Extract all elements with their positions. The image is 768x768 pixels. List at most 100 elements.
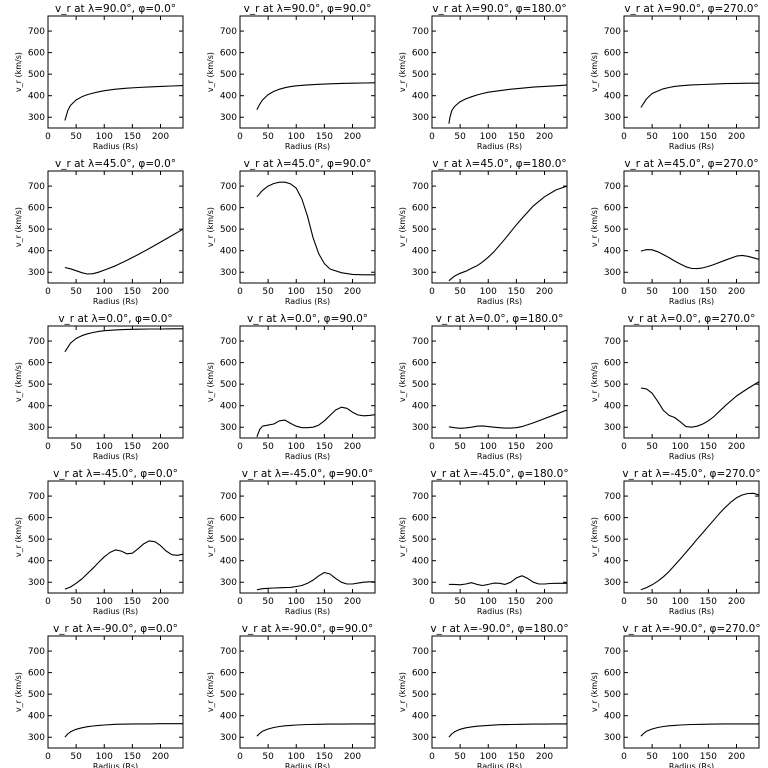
x-tick-label: 150 xyxy=(124,287,141,297)
x-axis-label: Radius (Rs) xyxy=(285,142,330,151)
y-tick-label: 600 xyxy=(604,359,621,369)
y-axis-label: v_r (km/s) xyxy=(398,672,407,712)
x-tick-label: 150 xyxy=(508,132,525,142)
y-tick-label: 600 xyxy=(220,359,237,369)
y-axis-label: v_r (km/s) xyxy=(590,672,599,712)
x-tick-label: 0 xyxy=(429,287,435,297)
x-tick-label: 50 xyxy=(646,752,658,762)
x-axis-label: Radius (Rs) xyxy=(477,762,522,768)
x-tick-label: 200 xyxy=(152,287,169,297)
x-tick-label: 200 xyxy=(344,597,361,607)
plot-frame xyxy=(239,15,376,129)
x-tick-label: 100 xyxy=(480,132,497,142)
y-axis-label: v_r (km/s) xyxy=(398,207,407,247)
y-tick-label: 300 xyxy=(220,268,237,278)
x-tick-label: 100 xyxy=(288,442,305,452)
x-tick-label: 50 xyxy=(70,597,82,607)
y-tick-label: 500 xyxy=(604,380,621,390)
x-tick-label: 200 xyxy=(152,597,169,607)
x-tick-label: 100 xyxy=(480,442,497,452)
y-tick-label: 400 xyxy=(604,247,621,257)
x-axis-label: Radius (Rs) xyxy=(477,142,522,151)
y-tick-label: 600 xyxy=(220,49,237,59)
y-tick-label: 400 xyxy=(28,92,45,102)
x-tick-label: 200 xyxy=(728,597,745,607)
y-axis-label: v_r (km/s) xyxy=(14,207,23,247)
x-tick-label: 0 xyxy=(621,597,627,607)
series-line xyxy=(640,381,760,428)
x-tick-label: 100 xyxy=(480,287,497,297)
y-tick-label: 300 xyxy=(220,733,237,743)
x-tick-label: 0 xyxy=(237,132,243,142)
subplot-title: v_r at λ=0.0°, φ=90.0° xyxy=(247,313,368,325)
y-tick-label: 500 xyxy=(220,70,237,80)
y-tick-label: 500 xyxy=(28,690,45,700)
x-tick-label: 100 xyxy=(288,132,305,142)
y-tick-label: 500 xyxy=(220,535,237,545)
y-tick-label: 600 xyxy=(28,359,45,369)
plot-frame xyxy=(623,635,760,749)
y-tick-label: 300 xyxy=(412,113,429,123)
y-axis-label: v_r (km/s) xyxy=(398,52,407,92)
plot-frame xyxy=(47,480,184,594)
plot-frame xyxy=(239,635,376,749)
series-line xyxy=(640,723,759,737)
x-axis-label: Radius (Rs) xyxy=(285,297,330,306)
y-tick-label: 600 xyxy=(412,49,429,59)
x-tick-label: 0 xyxy=(429,132,435,142)
y-axis-label: v_r (km/s) xyxy=(206,517,215,557)
x-tick-label: 0 xyxy=(45,752,51,762)
plot-frame xyxy=(239,480,376,594)
y-tick-label: 600 xyxy=(412,669,429,679)
subplot-title: v_r at λ=0.0°, φ=180.0° xyxy=(436,313,564,325)
y-tick-label: 400 xyxy=(220,92,237,102)
y-tick-label: 600 xyxy=(220,204,237,214)
series-line xyxy=(64,328,183,353)
y-axis-label: v_r (km/s) xyxy=(206,52,215,92)
x-tick-label: 0 xyxy=(621,287,627,297)
subplot-6: v_r at λ=45.0°, φ=90.0° 0 50 100 150 200 300 40… xyxy=(206,158,376,306)
y-tick-label: 500 xyxy=(604,225,621,235)
plot-frame xyxy=(47,170,184,284)
series-line xyxy=(64,228,184,275)
x-tick-label: 100 xyxy=(288,597,305,607)
subplot-title: v_r at λ=45.0°, φ=90.0° xyxy=(244,158,372,170)
y-tick-label: 300 xyxy=(412,578,429,588)
y-tick-label: 400 xyxy=(220,247,237,257)
y-tick-label: 700 xyxy=(220,182,237,192)
y-tick-label: 700 xyxy=(412,647,429,657)
y-tick-label: 400 xyxy=(412,712,429,722)
plot-frame xyxy=(431,15,568,129)
y-tick-label: 300 xyxy=(28,733,45,743)
y-tick-label: 500 xyxy=(412,380,429,390)
x-tick-label: 50 xyxy=(70,132,82,142)
x-tick-label: 50 xyxy=(454,287,466,297)
y-tick-label: 500 xyxy=(28,535,45,545)
plot-frame xyxy=(431,325,568,439)
y-tick-label: 300 xyxy=(28,578,45,588)
subplot-title: v_r at λ=-90.0°, φ=180.0° xyxy=(430,623,568,635)
y-axis-label: v_r (km/s) xyxy=(590,207,599,247)
subplot-title: v_r at λ=90.0°, φ=90.0° xyxy=(244,3,372,15)
x-tick-label: 100 xyxy=(96,752,113,762)
x-axis-label: Radius (Rs) xyxy=(669,297,714,306)
series-line xyxy=(256,723,375,737)
y-tick-label: 400 xyxy=(220,712,237,722)
y-tick-label: 700 xyxy=(604,492,621,502)
x-tick-label: 50 xyxy=(262,597,274,607)
subplot-20: v_r at λ=-90.0°, φ=270.0° 0 50 100 150 200 300… xyxy=(590,623,761,768)
y-tick-label: 400 xyxy=(412,402,429,412)
y-tick-label: 500 xyxy=(220,690,237,700)
subplot-title: v_r at λ=0.0°, φ=270.0° xyxy=(628,313,756,325)
x-tick-label: 50 xyxy=(70,287,82,297)
y-tick-label: 300 xyxy=(220,113,237,123)
x-tick-label: 200 xyxy=(536,132,553,142)
y-axis-label: v_r (km/s) xyxy=(14,517,23,557)
y-tick-label: 700 xyxy=(220,492,237,502)
x-tick-label: 200 xyxy=(728,132,745,142)
x-tick-label: 150 xyxy=(124,442,141,452)
subplot-title: v_r at λ=0.0°, φ=0.0° xyxy=(58,313,172,325)
y-axis-label: v_r (km/s) xyxy=(206,362,215,402)
y-tick-label: 600 xyxy=(28,669,45,679)
x-tick-label: 0 xyxy=(45,597,51,607)
